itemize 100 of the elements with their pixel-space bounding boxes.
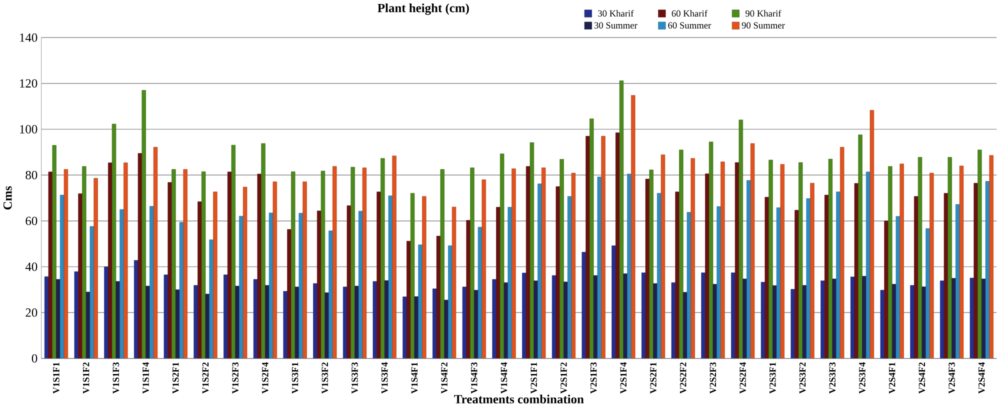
bar: [354, 286, 359, 358]
legend-label: 30 Kharif: [598, 10, 634, 17]
x-tick-label: V2S1F4: [620, 362, 627, 394]
bar: [597, 176, 602, 358]
bar: [862, 276, 866, 358]
bar: [239, 216, 244, 358]
bar: [198, 202, 202, 358]
bar: [590, 118, 594, 358]
bar: [283, 291, 288, 358]
bar: [985, 181, 990, 358]
x-tick-label: V2S2F3: [710, 362, 716, 394]
bar: [120, 209, 124, 358]
bar: [406, 240, 411, 358]
bar: [922, 286, 926, 358]
bar: [750, 143, 755, 358]
bar: [649, 170, 654, 358]
bar: [224, 274, 228, 358]
x-tick-label: V1S2F3: [232, 362, 239, 394]
bar: [541, 168, 546, 358]
bar: [653, 283, 658, 358]
bar: [705, 174, 710, 358]
y-tick-label: 80: [26, 170, 38, 180]
x-tick-label: V2S1F3: [590, 362, 597, 394]
bar: [90, 226, 94, 358]
x-tick-label: V1S1F4: [142, 362, 149, 394]
bar: [235, 286, 240, 358]
bar: [448, 246, 452, 358]
bar: [376, 192, 381, 358]
bar: [392, 156, 396, 358]
bar: [959, 166, 964, 358]
bar: [478, 227, 482, 358]
bar: [926, 228, 930, 358]
bar: [328, 230, 333, 358]
bar: [858, 134, 862, 358]
bar: [332, 166, 337, 358]
x-tick-label: V2S3F2: [799, 362, 806, 394]
bar: [402, 296, 407, 358]
bar: [462, 286, 467, 358]
bar: [914, 196, 918, 358]
bar: [422, 196, 426, 358]
bar: [52, 145, 56, 358]
bar: [760, 282, 766, 358]
bar: [146, 286, 150, 358]
bar: [265, 285, 270, 358]
bar: [631, 95, 636, 358]
bar: [482, 180, 486, 358]
x-tick-label: V2S1F2: [560, 362, 567, 394]
bar: [888, 166, 892, 358]
bar: [731, 272, 736, 358]
bar: [418, 244, 422, 358]
bar: [586, 136, 590, 358]
bar: [414, 296, 419, 358]
bar: [153, 147, 158, 358]
x-tick-label: V1S1F2: [82, 362, 90, 394]
bar: [790, 289, 795, 358]
bar: [78, 194, 82, 358]
bar: [324, 292, 329, 358]
bar: [74, 271, 78, 358]
bar: [116, 281, 120, 358]
bar: [470, 168, 474, 358]
bar: [978, 150, 982, 358]
bar: [564, 282, 568, 358]
chart-title: Plant height (cm): [378, 4, 469, 15]
bar: [840, 147, 844, 358]
bar: [810, 183, 814, 358]
bar: [952, 278, 956, 358]
bar: [538, 184, 542, 358]
bar: [172, 169, 176, 358]
bar: [534, 280, 538, 358]
bar: [104, 266, 108, 358]
bar: [94, 178, 98, 358]
bar: [836, 192, 840, 358]
bar: [989, 155, 994, 358]
bar: [350, 166, 355, 358]
bar: [48, 172, 53, 358]
x-tick-label: V1S2F2: [202, 362, 209, 394]
x-tick-label: V1S1F3: [112, 362, 120, 394]
bar: [690, 158, 695, 358]
bar: [701, 272, 706, 358]
bar: [910, 285, 914, 358]
bar: [298, 213, 303, 358]
bar: [512, 168, 516, 358]
bar: [612, 246, 616, 358]
legend-label: 90 Summer: [742, 22, 785, 29]
bar: [508, 207, 512, 358]
x-tick-label: V1S3F3: [352, 362, 358, 394]
x-axis-title: Treatments combination: [454, 394, 584, 404]
x-tick-label: V1S4F4: [500, 362, 508, 394]
bar: [213, 192, 218, 358]
bar: [522, 272, 526, 358]
x-tick-label: V1S3F1: [292, 362, 298, 394]
bar: [601, 136, 606, 358]
bar: [660, 154, 666, 358]
x-tick-label: V2S3F1: [770, 362, 776, 394]
bar: [261, 143, 266, 358]
bar: [496, 207, 500, 358]
y-tick-label: 0: [32, 354, 38, 363]
x-tick-label: V2S4F1: [888, 362, 896, 394]
x-tick-label: V2S2F4: [740, 362, 746, 394]
bar: [686, 212, 692, 358]
